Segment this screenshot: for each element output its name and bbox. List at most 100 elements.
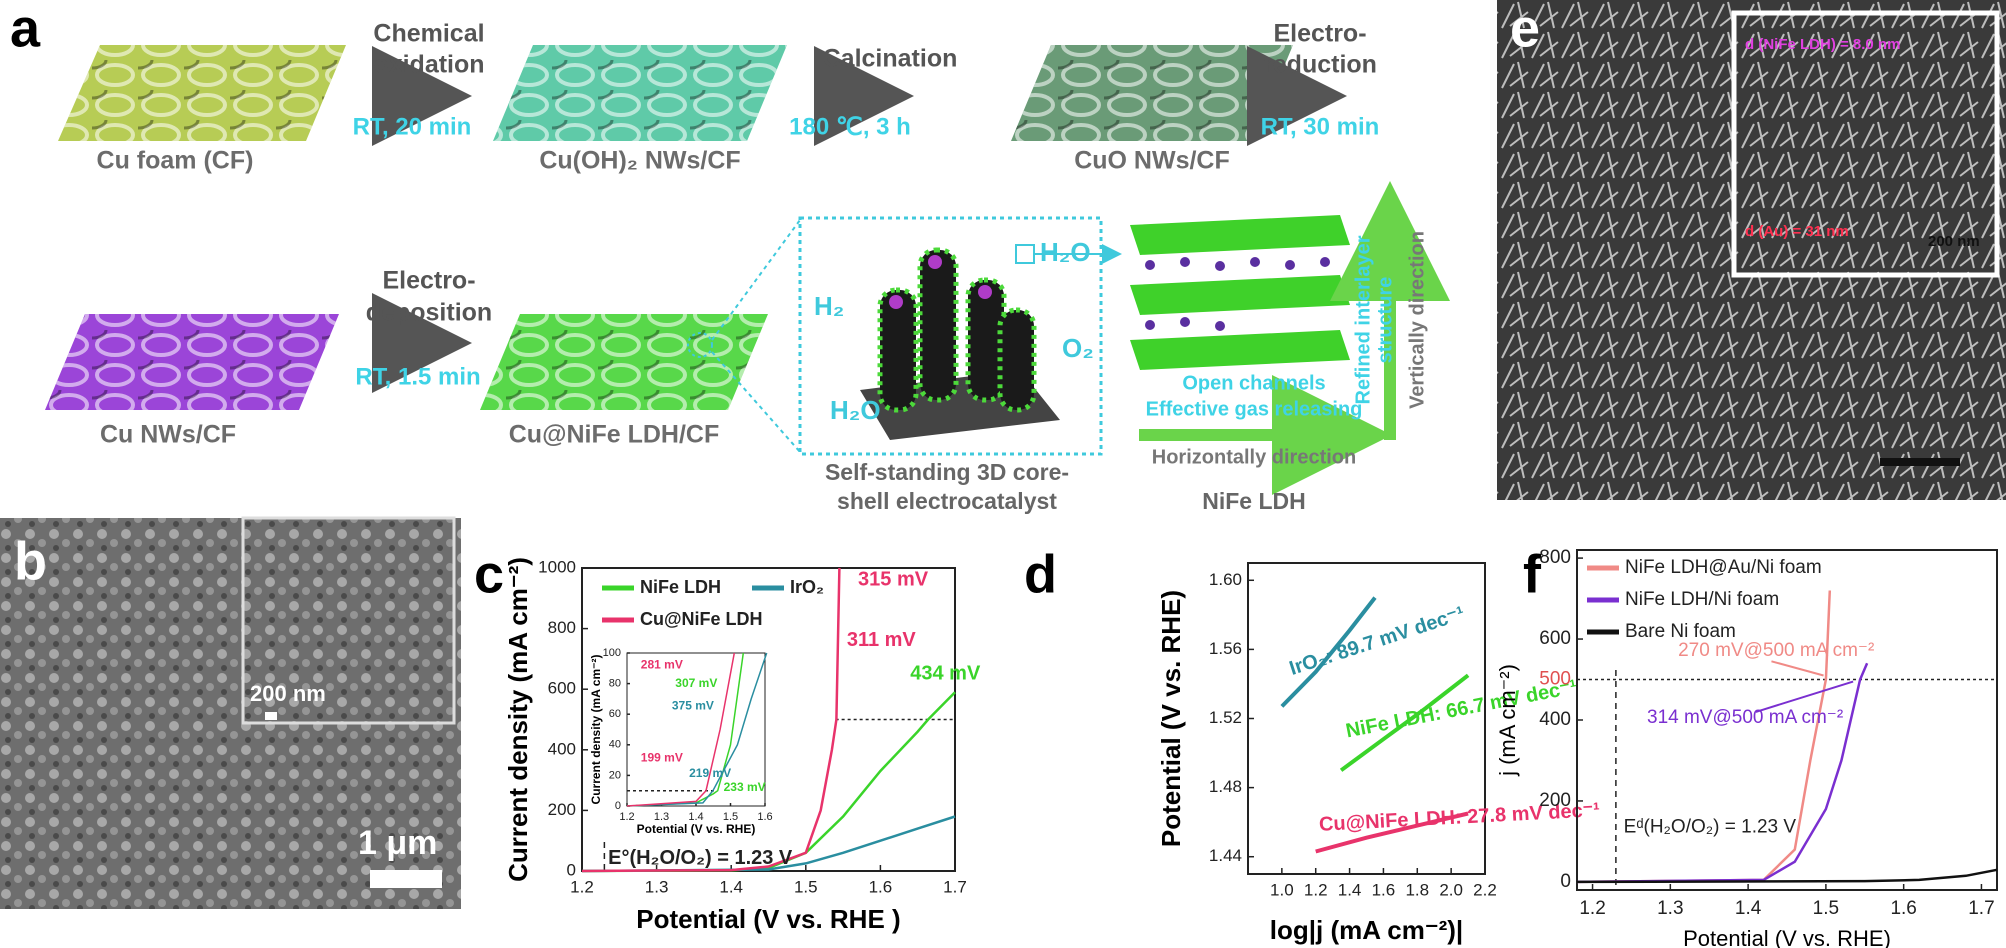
x-tick-label: 1.6	[1890, 898, 1916, 919]
scale-bar	[265, 712, 277, 720]
step-condition: RT, 1.5 min	[355, 363, 480, 390]
x-tick-label: 1.6	[1372, 880, 1396, 899]
series-line	[1315, 811, 1469, 854]
material-label: Cu NWs/CF	[100, 421, 236, 449]
annotation-arrow	[1771, 660, 1824, 677]
legend-label: NiFe LDH	[640, 577, 721, 597]
caption: shell electrocatalyst	[837, 488, 1057, 514]
slab-texture	[58, 45, 346, 141]
x-tick-label: 1.2	[1579, 898, 1605, 919]
x-tick-label: 1.0	[1270, 880, 1294, 899]
series-line	[581, 567, 841, 873]
annotation: Eᵈ(H₂O/O₂) = 1.23 V	[1624, 816, 1797, 837]
y-tick-label: 40	[609, 739, 621, 751]
series-line	[626, 652, 768, 807]
species: O₂	[1062, 333, 1094, 363]
panel-a: a Chemical oxidation RT, 20 min Calcinat…	[10, 0, 1450, 514]
panel-label: c	[474, 544, 504, 604]
x-axis-label: log|j (mA cm⁻²)|	[1270, 915, 1463, 945]
y-tick-label: 1000	[538, 557, 576, 576]
foam-slabs	[45, 45, 1293, 410]
x-tick-label: 2.0	[1439, 880, 1463, 899]
step-label: oxidation	[373, 51, 484, 79]
legend-label: NiFe LDH/Ni foam	[1625, 589, 1779, 610]
y-tick-label: 20	[609, 769, 621, 781]
plot-frame	[581, 567, 956, 872]
species: H₂O	[830, 395, 881, 425]
panel-label: b	[14, 531, 47, 591]
annotation: 281 mV	[641, 657, 683, 671]
y-tick-label: 800	[548, 618, 576, 637]
y-tick-label: 60	[609, 708, 621, 720]
zoom-line	[711, 219, 801, 341]
x-tick-label: 1.4	[1735, 898, 1762, 919]
annotation: 307 mV	[675, 676, 717, 690]
step-label: Electro-	[382, 267, 475, 295]
annotation: 375 mV	[672, 699, 714, 713]
step-condition: 180 ℃, 3 h	[789, 113, 911, 140]
x-axis-label: Potential (V vs. RHE)	[1683, 926, 1891, 948]
x-tick-label: 2.2	[1473, 880, 1497, 899]
ldh-note: Effective gas releasing	[1146, 398, 1363, 420]
slab-texture	[493, 45, 787, 141]
y-tick-label: 0	[615, 800, 621, 812]
x-tick-label: 1.5	[723, 811, 738, 823]
panel-label: e	[1510, 0, 1540, 58]
legend-label: Cu@NiFe LDH	[640, 609, 763, 629]
ldh-layers	[1130, 215, 1350, 370]
x-tick-label: 1.4	[719, 877, 743, 896]
inset-note: d (NiFe LDH) = 8.0 nm	[1745, 36, 1900, 53]
step-label: Electro-	[1273, 20, 1366, 48]
y-tick-label: 200	[548, 800, 576, 819]
x-tick-label: 1.4	[688, 811, 703, 823]
step-condition: RT, 20 min	[353, 113, 472, 140]
step-label: deposition	[366, 299, 492, 327]
x-tick-label: 1.4	[1338, 880, 1362, 899]
slab-texture	[480, 314, 768, 410]
y-tick-label: 0	[567, 860, 576, 879]
y-tick-label: 0	[1560, 871, 1571, 892]
y-tick-label: 400	[1539, 709, 1571, 730]
x-tick-label: 1.2	[619, 811, 634, 823]
caption: NiFe LDH	[1202, 488, 1306, 514]
y-tick-label: 800	[1539, 547, 1571, 568]
y-tick-label: 1.52	[1209, 708, 1242, 727]
scale-bar	[370, 870, 442, 888]
charts: c1.2 1.3 1.4 1.5 1.6 1.702004006008001000Pote…	[474, 544, 1998, 948]
legend-label: NiFe LDH@Au/Ni foam	[1625, 557, 1822, 578]
scale-label: 200 nm	[1928, 233, 1980, 250]
material-label: Cu@NiFe LDH/CF	[509, 421, 719, 449]
zoom-box	[798, 216, 1103, 456]
x-tick-label: 1.6	[757, 811, 772, 823]
x-tick-label: 1.8	[1405, 880, 1429, 899]
series-line	[1280, 596, 1377, 708]
process-arrows	[372, 46, 1347, 393]
caption: Self-standing 3D core-	[825, 459, 1069, 485]
step-condition: RT, 30 min	[1261, 113, 1380, 140]
annotation: 311 mV	[847, 629, 917, 651]
y-tick-label: 600	[1539, 628, 1571, 649]
series-line	[1576, 662, 1869, 884]
annotation-arrow	[1755, 680, 1854, 713]
annotation: 270 mV@500 mA cm⁻²	[1678, 640, 1874, 661]
panel-e: e d (NiFe LDH) = 8.0 nm d (Au) = 31 nm 2…	[1497, 0, 2006, 500]
panel-b: b 200 nm 1 μm	[0, 516, 461, 909]
x-tick-label: 1.3	[1657, 898, 1683, 919]
step-label: Calcination	[823, 45, 958, 73]
species: H₂O	[1040, 237, 1091, 267]
y-tick-label: 80	[609, 678, 621, 690]
legend-label: Bare Ni foam	[1625, 621, 1736, 642]
step-label: Chemical	[373, 20, 484, 48]
y-tick-label: 1.44	[1209, 846, 1242, 865]
legend-label: IrO₂	[790, 577, 824, 597]
series-line	[1576, 868, 1998, 884]
x-tick-label: 1.2	[570, 877, 594, 896]
panel-label: f	[1523, 544, 1542, 604]
zoom-marker	[687, 332, 713, 358]
annotation: E°(H₂O/O₂) = 1.23 V	[608, 847, 793, 869]
scale-label: 200 nm	[250, 681, 326, 706]
y-axis-label: Current density (mA cm⁻²)	[503, 557, 533, 882]
x-axis-label: Potential (V vs. RHE )	[636, 904, 900, 934]
annotation: 315 mV	[858, 568, 929, 590]
